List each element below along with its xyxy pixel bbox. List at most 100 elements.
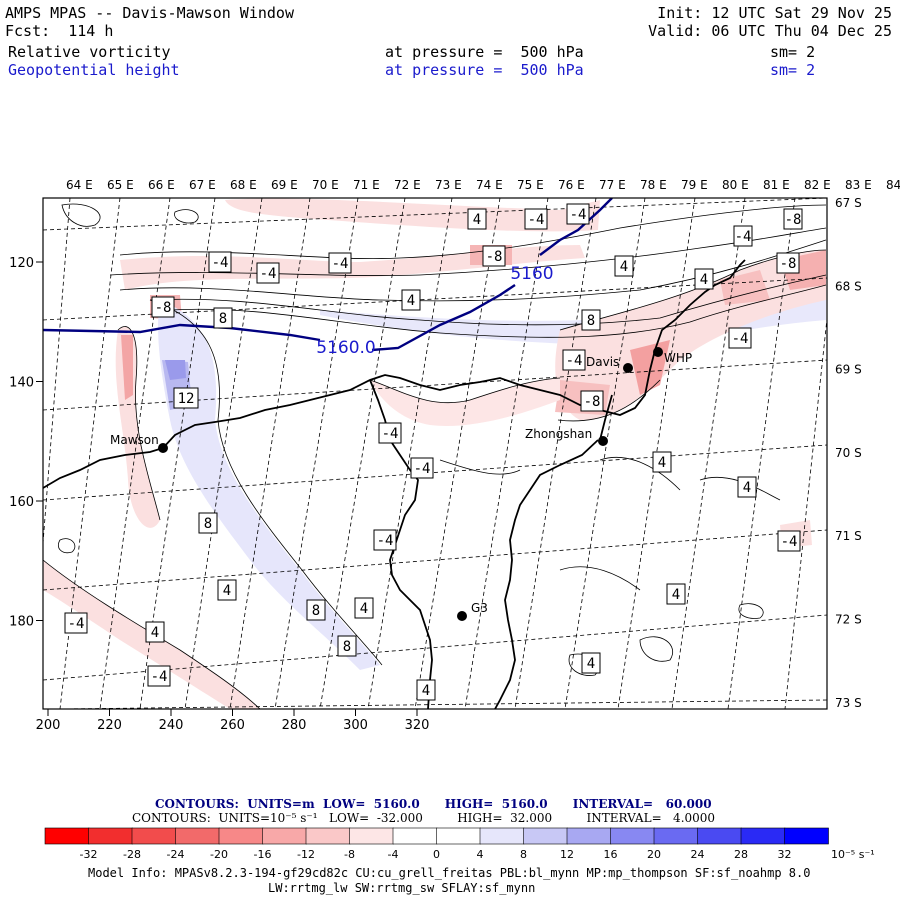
lon-label: 68 E	[230, 178, 257, 192]
model-info-physics: LW:rrtmg_lw SW:rrtmg_sw SFLAY:sf_mynn	[268, 881, 536, 895]
station-marker	[457, 611, 467, 621]
colorbar-swatch	[175, 827, 220, 845]
colorbar-tick-label: 32	[778, 848, 792, 861]
station-label: Zhongshan	[525, 427, 592, 441]
lat-label: 67 S	[835, 196, 862, 210]
y-tick-label: 180	[9, 615, 34, 630]
colorbar-tick-label: -8	[344, 848, 355, 861]
field2-name: Geopotential height	[8, 61, 180, 79]
vort-label: -4	[212, 255, 229, 271]
vort-label: 4	[473, 212, 481, 228]
vort-label: -8	[155, 300, 172, 316]
map-content: 4 -4 -4 -8 -4 -4 -8 4 -4 8 8 4 -8 -8 -4 …	[43, 198, 827, 709]
lat-label: 72 S	[835, 613, 862, 627]
longitude-labels: 64 E 65 E 66 E 67 E 68 E 69 E 70 E 71 E 72 E 73 E…	[66, 178, 900, 192]
colorbar-tick-label: -32	[80, 848, 98, 861]
station-marker	[653, 347, 663, 357]
station-marker	[598, 436, 608, 446]
vort-label: 8	[343, 639, 351, 655]
lat-label: 73 S	[835, 696, 862, 710]
colorbar-swatch	[740, 827, 786, 845]
colorbar-swatch	[218, 827, 264, 845]
geopotential-contour	[43, 198, 613, 352]
lon-label: 77 E	[599, 178, 626, 192]
vort-label: -4	[377, 533, 394, 549]
lat-label: 69 S	[835, 363, 862, 377]
lon-label: 75 E	[517, 178, 544, 192]
vort-label: -4	[570, 207, 587, 223]
x-tick-label: 220	[97, 718, 122, 733]
stations: Mawson Davis WHP Zhongshan G3	[110, 347, 692, 621]
vort-label: 4	[672, 587, 680, 603]
lon-label: 69 E	[271, 178, 298, 192]
colorbar-tick-label: -12	[297, 848, 315, 861]
colorbar-tick-label: 12	[560, 848, 574, 861]
colorbar-tick-label: 0	[433, 848, 440, 861]
vort-label: 8	[587, 313, 595, 329]
x-tick-label: 300	[343, 718, 368, 733]
vort-label: 4	[658, 455, 666, 471]
lon-label: 84 E	[886, 178, 900, 192]
height-contour-info: CONTOURS: UNITS=m LOW= 5160.0 HIGH= 5160…	[155, 797, 712, 811]
vort-label: 4	[700, 272, 708, 288]
colorbar-swatch	[392, 827, 438, 845]
vort-label: -4	[382, 426, 399, 442]
graticule	[43, 198, 827, 709]
field1-level: at pressure = 500 hPa	[385, 43, 584, 61]
forecast-hour: Fcst: 114 h	[5, 22, 114, 40]
x-tick-label: 280	[282, 718, 307, 733]
vort-label: 8	[204, 516, 212, 532]
lon-label: 74 E	[476, 178, 503, 192]
map-frame	[42, 197, 828, 710]
station-label: G3	[471, 601, 488, 615]
vort-label: 4	[422, 683, 430, 699]
colorbar-swatch	[653, 827, 699, 845]
lon-label: 67 E	[189, 178, 216, 192]
x-tick-label: 240	[159, 718, 184, 733]
vorticity-contour-info: CONTOURS: UNITS=10⁻⁵ s⁻¹ LOW= -32.000 HI…	[132, 811, 716, 825]
vort-label: -4	[528, 212, 545, 228]
vort-label: 4	[223, 583, 231, 599]
colorbar-swatch	[262, 827, 307, 845]
field2-level: at pressure = 500 hPa	[385, 61, 584, 79]
vort-label: 8	[312, 603, 320, 619]
vort-label: -4	[68, 616, 85, 632]
lon-label: 64 E	[66, 178, 93, 192]
colorbar-tick-label: -28	[123, 848, 141, 861]
colorbar-swatch	[349, 827, 394, 845]
vort-label: 8	[219, 311, 227, 327]
vort-label: -4	[151, 669, 168, 685]
x-tick-label: 200	[36, 718, 61, 733]
init-time: Init: 12 UTC Sat 29 Nov 25	[657, 4, 892, 22]
lat-label: 70 S	[835, 446, 862, 460]
vorticity-contours	[43, 203, 827, 709]
lon-label: 71 E	[353, 178, 380, 192]
height-label: 5160	[510, 264, 553, 284]
colorbar-swatch	[784, 827, 829, 845]
y-tick-label: 160	[9, 495, 34, 510]
colorbar-tick-label: -20	[210, 848, 228, 861]
vort-label: -4	[414, 461, 431, 477]
colorbar-tick-label: -24	[167, 848, 185, 861]
colorbar-unit: 10⁻⁵ s⁻¹	[831, 848, 875, 861]
colorbar-swatch	[305, 827, 351, 845]
lon-label: 73 E	[435, 178, 462, 192]
vort-label: -4	[260, 266, 277, 282]
x-tick-label: 320	[405, 718, 430, 733]
vort-label: 4	[151, 625, 159, 641]
colorbar-tick-label: 4	[477, 848, 484, 861]
colorbar-tick-label: 28	[734, 848, 748, 861]
colorbar-swatch	[610, 827, 655, 845]
vort-label: -4	[732, 331, 749, 347]
lon-label: 72 E	[394, 178, 421, 192]
field1-name: Relative vorticity	[8, 43, 171, 61]
colorbar-swatch	[523, 827, 568, 845]
vort-label: -8	[785, 212, 802, 228]
vorticity-labels: 4 -4 -4 -8 -4 -4 -8 4 -4 8 8 4 -8 -8 -4 …	[64, 203, 803, 701]
y-tick-label: 120	[9, 256, 34, 271]
colorbar-tick-label: 16	[604, 848, 618, 861]
lon-label: 65 E	[107, 178, 134, 192]
lon-label: 79 E	[681, 178, 708, 192]
y-axis-ticks: 120 140 160 180	[9, 256, 43, 630]
